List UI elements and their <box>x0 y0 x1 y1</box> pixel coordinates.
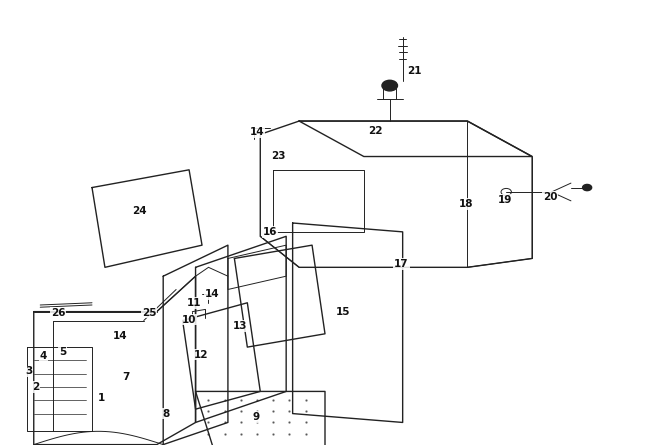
Circle shape <box>382 80 398 91</box>
Text: 2: 2 <box>32 382 39 392</box>
Text: 20: 20 <box>543 192 558 202</box>
Text: 12: 12 <box>194 350 208 359</box>
Text: 8: 8 <box>162 409 170 419</box>
Text: 3: 3 <box>25 367 32 376</box>
Text: 9: 9 <box>252 412 259 422</box>
Text: 24: 24 <box>132 206 146 215</box>
Text: 14: 14 <box>112 331 127 341</box>
Text: 18: 18 <box>459 199 473 209</box>
Text: 14: 14 <box>250 127 265 137</box>
Text: 23: 23 <box>271 151 285 161</box>
Text: 15: 15 <box>336 307 350 317</box>
Text: 26: 26 <box>51 308 66 318</box>
Text: 5: 5 <box>59 347 66 356</box>
Text: 21: 21 <box>407 66 422 76</box>
Text: 10: 10 <box>182 314 196 325</box>
Text: 17: 17 <box>394 259 409 269</box>
Text: 22: 22 <box>369 126 383 136</box>
Text: 4: 4 <box>40 351 47 361</box>
Text: 7: 7 <box>123 372 130 382</box>
Text: 1: 1 <box>98 393 105 403</box>
Text: 14: 14 <box>204 289 219 299</box>
Text: 25: 25 <box>142 308 156 318</box>
Text: 19: 19 <box>498 194 512 205</box>
Text: 16: 16 <box>263 227 278 237</box>
Text: 11: 11 <box>187 298 202 308</box>
Circle shape <box>582 185 592 190</box>
Text: 13: 13 <box>232 321 247 331</box>
